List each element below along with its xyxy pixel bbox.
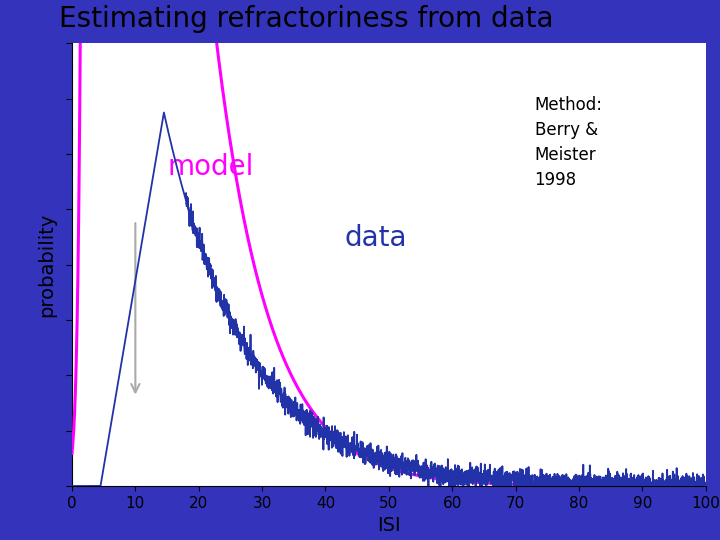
X-axis label: ISI: ISI [377, 516, 400, 535]
Text: model: model [167, 153, 253, 181]
Text: Method:
Berry &
Meister
1998: Method: Berry & Meister 1998 [534, 96, 603, 190]
Text: Estimating refractoriness from data: Estimating refractoriness from data [59, 4, 554, 32]
Text: data: data [344, 224, 407, 252]
Y-axis label: probability: probability [37, 212, 56, 317]
